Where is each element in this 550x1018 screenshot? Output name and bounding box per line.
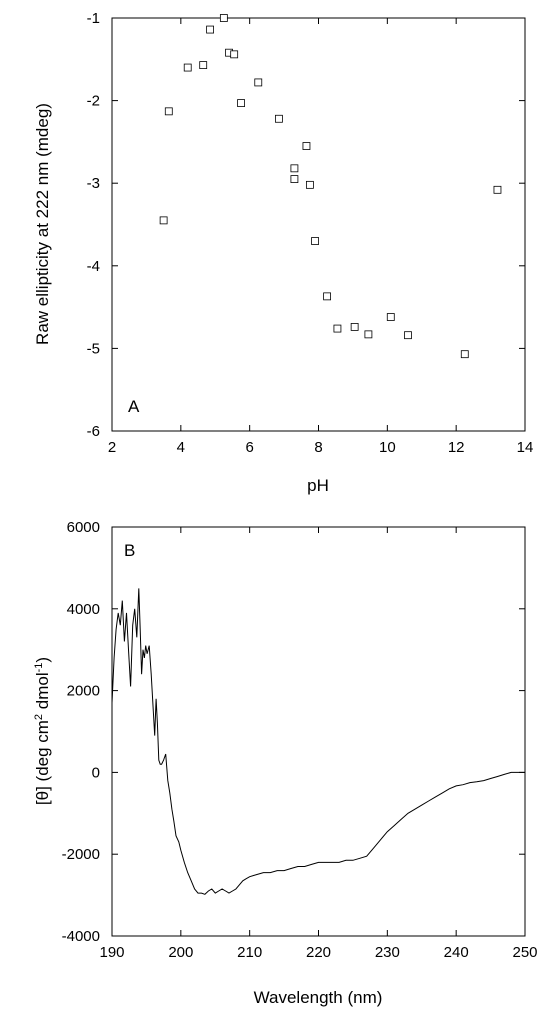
x-tick-label: 6 — [245, 439, 253, 456]
panel-a-plot-frame — [111, 17, 526, 432]
data-point-marker — [275, 114, 283, 123]
x-tick-label: 250 — [512, 944, 537, 961]
y-tick-label: -3 — [87, 175, 100, 192]
x-tick-label: 220 — [306, 944, 331, 961]
panel-b-y-title-sup2: -1 — [33, 663, 45, 673]
panel-a-ticks: 2 4 6 8 10 12 14 -1 -2 -3 -4 -5 -6 — [87, 10, 534, 456]
data-point-marker — [206, 25, 214, 34]
data-point-marker — [230, 50, 239, 59]
data-point-marker — [386, 313, 395, 321]
x-tick-label: 240 — [444, 944, 469, 961]
panel-a-chart: 2 4 6 8 10 12 14 -1 -2 -3 -4 -5 -6 A pH Raw elliptic… — [33, 10, 533, 495]
panel-b-x-axis-title: Wavelength (nm) — [254, 988, 383, 1007]
x-tick-label: 230 — [375, 944, 400, 961]
x-tick-label: 14 — [517, 439, 534, 456]
panel-a-label: A — [128, 397, 140, 416]
y-tick-label: -1 — [87, 10, 100, 27]
data-point-marker — [404, 331, 412, 340]
panel-b-ticks: 190 200 210 220 230 240 250 6000 4000 2000 0 -2000 -… — [62, 519, 538, 961]
panel-b-y-axis-title: [θ] (deg cm2 dmol-1) — [33, 657, 52, 805]
data-point-marker — [254, 78, 263, 87]
data-point-marker — [199, 61, 208, 69]
panel-b-y-title-sup1: 2 — [33, 714, 45, 720]
panel-b-plot-frame — [111, 526, 526, 937]
data-point-marker — [493, 185, 502, 194]
y-tick-label: -5 — [87, 340, 100, 357]
x-tick-label: 10 — [379, 439, 396, 456]
data-point-marker — [183, 63, 192, 72]
data-point-marker — [364, 330, 373, 339]
panel-b-y-title-part2: dmol — [33, 672, 52, 714]
x-tick-label: 190 — [99, 944, 124, 961]
data-point-marker — [219, 14, 228, 22]
panel-b-y-title-part1: [θ] (deg cm — [33, 720, 52, 805]
data-point-marker — [323, 292, 332, 301]
data-point-marker — [164, 107, 173, 116]
panel-a-y-axis-title: Raw ellipticity at 222 nm (mdeg) — [33, 103, 52, 345]
data-point-marker — [350, 323, 359, 331]
data-point-marker — [305, 180, 314, 189]
y-tick-label: -4 — [87, 258, 100, 275]
data-point-marker — [311, 237, 319, 245]
panel-b-chart: 190 200 210 220 230 240 250 6000 4000 2000 0 -2000 -… — [33, 519, 538, 1007]
y-tick-label: 6000 — [67, 519, 100, 536]
panel-b-label: B — [124, 541, 135, 560]
x-tick-label: 200 — [168, 944, 193, 961]
data-point-marker — [159, 216, 168, 225]
data-point-marker — [333, 324, 342, 333]
data-point-marker — [290, 164, 299, 173]
x-tick-label: 210 — [237, 944, 262, 961]
y-tick-label: 4000 — [67, 601, 100, 618]
x-tick-label: 4 — [177, 439, 185, 456]
panel-a-markers — [159, 14, 502, 359]
x-tick-label: 2 — [108, 439, 116, 456]
y-tick-label: 2000 — [67, 683, 100, 700]
panel-b-y-title-part3: ) — [33, 657, 52, 663]
data-point-marker — [302, 142, 311, 150]
x-tick-label: 8 — [314, 439, 322, 456]
panel-b-cd-spectrum-line — [111, 588, 525, 895]
data-point-marker — [290, 175, 299, 183]
data-point-marker — [237, 99, 245, 107]
x-tick-label: 12 — [448, 439, 465, 456]
y-tick-label: -4000 — [62, 928, 100, 945]
y-tick-label: 0 — [92, 764, 100, 781]
y-tick-label: -2000 — [62, 846, 100, 863]
y-tick-label: -2 — [87, 93, 100, 110]
data-point-marker — [460, 350, 469, 359]
y-tick-label: -6 — [87, 423, 100, 440]
panel-a-x-axis-title: pH — [307, 476, 329, 495]
